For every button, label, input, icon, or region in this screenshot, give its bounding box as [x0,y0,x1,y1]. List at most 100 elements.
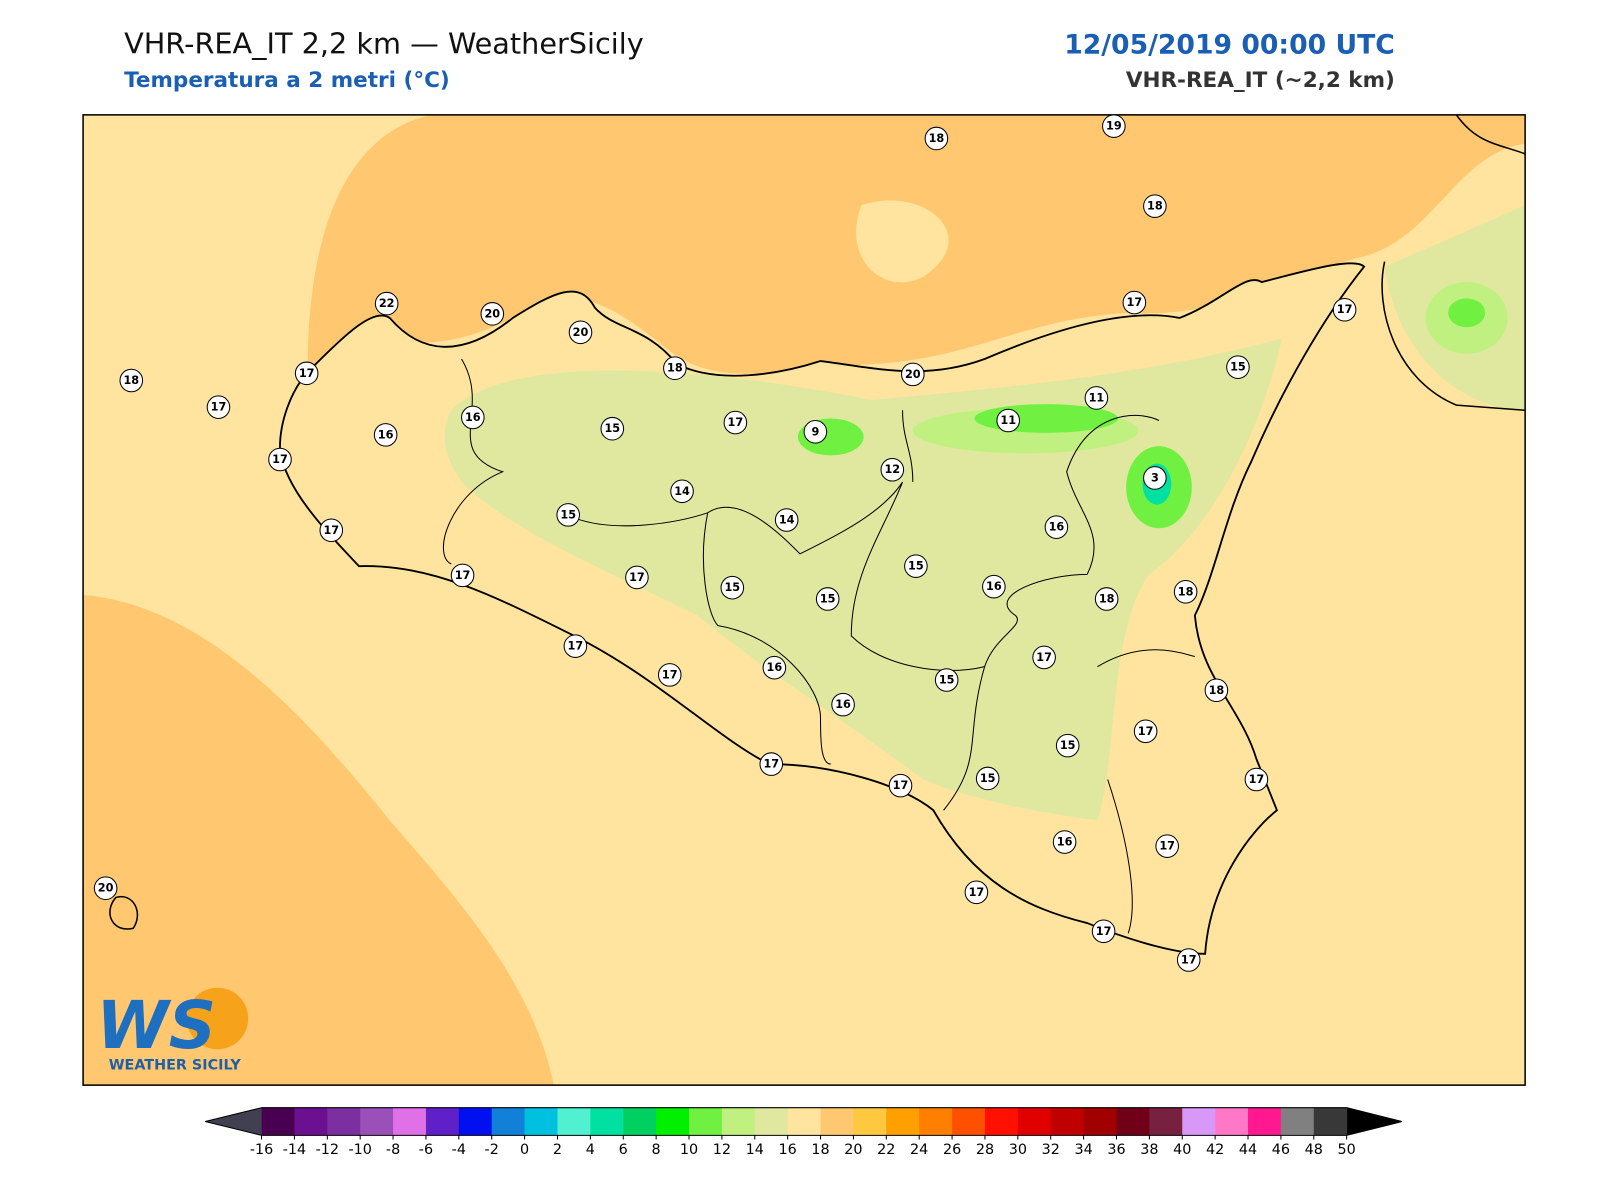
station: 22 [374,291,399,316]
station-value: 18 [929,132,945,145]
station-value: 3 [1151,471,1159,484]
station-value: 17 [211,401,227,414]
station-marker [1044,515,1069,539]
station: 17 [1332,297,1357,322]
station-value: 16 [835,698,851,711]
colorbar-bin [1182,1107,1216,1136]
colorbar-bin [754,1107,789,1136]
colorbar-tick-label: -10 [348,1142,371,1158]
station-value: 17 [763,758,779,771]
model-label: VHR-REA_IT (~2,2 km) [1126,68,1395,93]
colorbar-bin [1248,1107,1282,1136]
station-marker [964,880,989,905]
colorbar-tick-label: 48 [1305,1142,1323,1158]
station-value: 15 [820,592,836,605]
colorbar-bin [1116,1107,1150,1136]
colorbar-bin [524,1107,558,1136]
station-value: 11 [1089,391,1105,404]
station-marker [461,405,485,430]
station-value: 16 [986,580,1002,593]
station-value: 9 [811,425,819,438]
station: 20 [93,876,118,900]
station-marker [1102,114,1126,138]
station: 17 [294,361,319,386]
station-marker [657,663,682,687]
colorbar-bin [820,1107,854,1136]
station-marker [374,291,399,316]
colorbar-bin [491,1107,526,1136]
station-value: 17 [728,416,744,429]
station: 15 [934,668,959,692]
subtitle: Temperatura a 2 metri (°C) [124,68,450,93]
station: 17 [1244,767,1269,792]
colorbar-tick-label: -2 [485,1142,499,1158]
colorbar-bin [557,1107,591,1136]
colorbar-tick-label: 18 [811,1142,829,1158]
cool-area [1448,298,1486,328]
colorbar-tick-label: 0 [520,1142,529,1158]
colorbar-bin [1017,1107,1052,1136]
station: 16 [461,405,485,430]
colorbar: -16 -14 -12 -10 -8 -6 -4 -2 0 2 4 6 8 10 12 14 16 18 20 22 2… [205,1107,1403,1158]
station: 17 [319,518,344,543]
station-marker [563,634,588,658]
station: 11 [1084,386,1109,410]
colorbar-tick-label: 14 [746,1142,764,1158]
station-value: 16 [1057,836,1073,849]
station-marker [319,518,344,543]
province-borders [442,358,1195,934]
station-marker [1226,355,1250,379]
colorbar-under [205,1107,262,1136]
station-marker [268,447,292,472]
station-marker [815,587,840,611]
sea-patch [856,200,949,283]
colorbar-bin [919,1107,953,1136]
station-marker [670,479,694,504]
station-marker [1176,948,1201,972]
station: 17 [1091,919,1116,944]
station-marker [119,368,144,393]
station-marker [1084,386,1109,410]
colorbar-tick-label: 32 [1042,1142,1060,1158]
station-value: 15 [604,422,620,435]
station-marker [774,508,799,532]
colorbar-tick-label: 20 [844,1142,862,1158]
logo-sun [186,987,249,1050]
colorbar-bin [853,1107,887,1136]
colorbar-tick-label: 40 [1173,1142,1191,1158]
station-marker [1094,587,1119,611]
station-value: 17 [662,668,678,681]
station-value: 18 [1099,592,1115,605]
station-value: 16 [378,428,394,441]
station: 17 [964,880,989,905]
station-value: 17 [272,453,288,466]
station-marker [803,420,828,444]
station: 16 [831,692,855,717]
colorbar-tick-label: -6 [419,1142,433,1158]
station: 18 [663,356,687,380]
station-value: 17 [1181,954,1197,967]
station-value: 17 [323,524,339,537]
station-marker [1052,830,1077,854]
colorbar-bin [1215,1107,1249,1136]
station-value: 17 [1138,725,1154,738]
calabria-coast [1381,261,1526,412]
station-marker [480,302,505,326]
station: 14 [774,508,799,532]
station-marker [1204,678,1229,703]
station-value: 17 [1159,840,1175,853]
station-value: 17 [1337,303,1353,316]
station-marker [206,395,231,419]
colorbar-bin [984,1107,1019,1136]
station-value: 17 [893,779,909,792]
station-marker [1143,466,1167,490]
colorbar-tick-label: 42 [1206,1142,1224,1158]
station-marker [625,565,649,590]
station: 9 [803,420,828,444]
colorbar-bin [327,1107,361,1136]
colorbar-tick-label: 12 [713,1142,731,1158]
station-value: 20 [484,307,500,320]
colorbar-tick-label: 38 [1140,1142,1158,1158]
station-marker [880,457,905,482]
